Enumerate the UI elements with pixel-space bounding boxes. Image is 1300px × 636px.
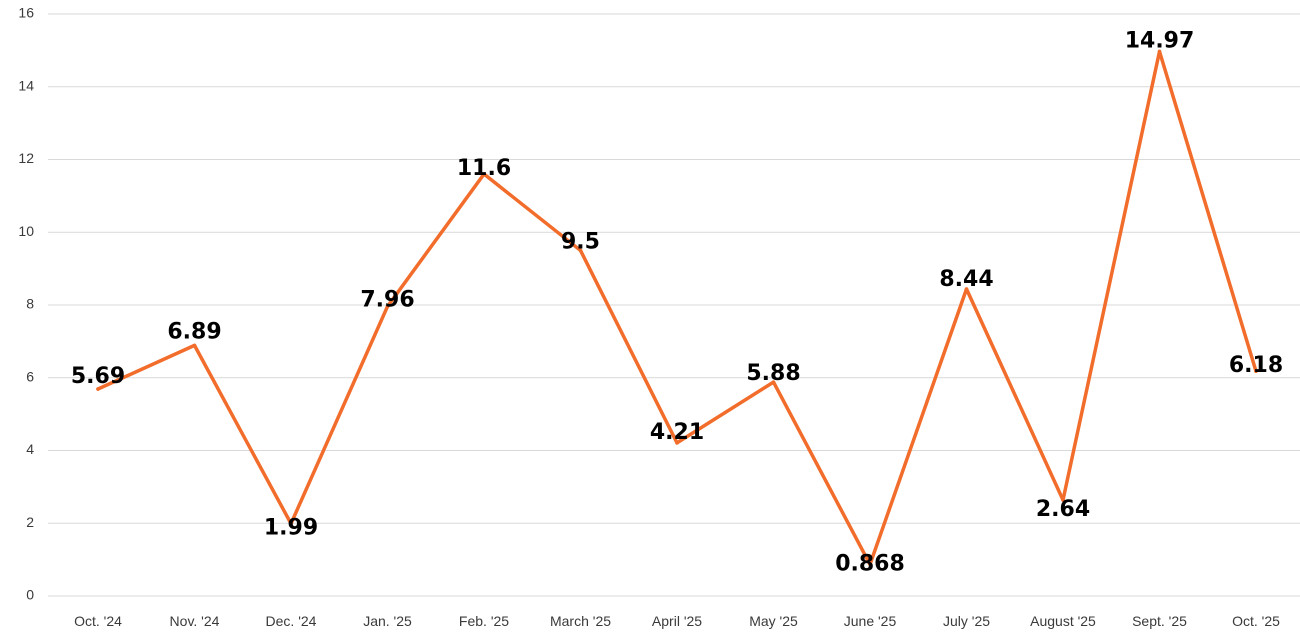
x-tick-label: Oct. '24	[74, 613, 122, 629]
y-tick-label: 14	[18, 77, 34, 93]
y-tick-label: 10	[18, 223, 34, 239]
data-point	[1157, 49, 1162, 54]
series-line	[96, 49, 1258, 567]
x-tick-label: Dec. '24	[266, 613, 317, 629]
data-point	[192, 343, 197, 348]
x-tick-label: Jan. '25	[363, 613, 412, 629]
data-point	[964, 287, 969, 291]
x-tick-label: July '25	[943, 613, 990, 629]
data-label: 11.6	[457, 156, 511, 181]
data-point	[771, 380, 776, 384]
data-point	[1254, 369, 1258, 374]
x-tick-label: April '25	[652, 613, 702, 629]
data-point	[1061, 498, 1065, 502]
data-labels: 5.69 6.89 1.99 7.96 11.6 9.5 4.21 5.88 0.868 8.44…	[71, 28, 1283, 576]
data-label: 0.868	[835, 551, 905, 576]
x-axis-ticks: Oct. '24 Nov. '24 Dec. '24 Jan. '25 Feb. '25…	[74, 613, 1280, 629]
data-label: 2.64	[1036, 497, 1090, 522]
data-point	[675, 441, 679, 445]
data-label: 4.21	[650, 420, 704, 445]
x-tick-label: Oct. '25	[1232, 613, 1280, 629]
y-tick-label: 4	[26, 441, 34, 457]
x-tick-label: June '25	[844, 613, 897, 629]
y-tick-label: 12	[18, 150, 34, 166]
data-label: 7.96	[360, 287, 414, 312]
gridlines	[48, 13, 1300, 597]
data-point	[289, 521, 293, 526]
y-tick-label: 6	[26, 368, 34, 384]
data-label: 14.97	[1125, 28, 1195, 53]
data-label: 5.69	[71, 364, 125, 389]
x-tick-label: March '25	[550, 613, 611, 629]
data-label: 9.5	[561, 229, 600, 254]
series-line-group	[96, 49, 1258, 567]
data-label: 1.99	[264, 516, 318, 541]
data-point	[96, 387, 100, 391]
y-axis-ticks: 0 2 4 6 8 10 12 14 16	[18, 5, 34, 603]
x-tick-label: Sept. '25	[1132, 613, 1187, 629]
data-label: 6.89	[167, 319, 221, 344]
data-label: 8.44	[939, 267, 993, 292]
x-tick-label: May '25	[749, 613, 798, 629]
data-point	[578, 248, 583, 253]
x-tick-label: Feb. '25	[459, 613, 509, 629]
y-tick-label: 0	[26, 587, 34, 603]
data-point	[385, 304, 390, 309]
data-label: 6.18	[1229, 353, 1283, 378]
data-label: 5.88	[746, 361, 800, 386]
data-point	[482, 172, 486, 176]
y-tick-label: 16	[18, 5, 34, 21]
y-tick-label: 8	[26, 296, 34, 312]
x-tick-label: August '25	[1030, 613, 1096, 629]
y-tick-label: 2	[26, 514, 34, 530]
data-point	[868, 562, 872, 567]
x-tick-label: Nov. '24	[170, 613, 220, 629]
